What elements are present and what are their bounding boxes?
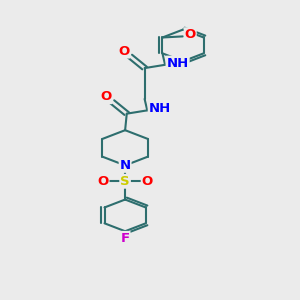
Text: N: N <box>120 159 131 172</box>
Text: NH: NH <box>167 56 189 70</box>
Text: O: O <box>184 28 196 41</box>
Text: S: S <box>120 175 130 188</box>
Text: NH: NH <box>149 102 171 115</box>
Text: O: O <box>118 45 129 58</box>
Text: O: O <box>142 175 153 188</box>
Text: F: F <box>121 232 130 245</box>
Text: O: O <box>100 90 112 103</box>
Text: O: O <box>98 175 109 188</box>
